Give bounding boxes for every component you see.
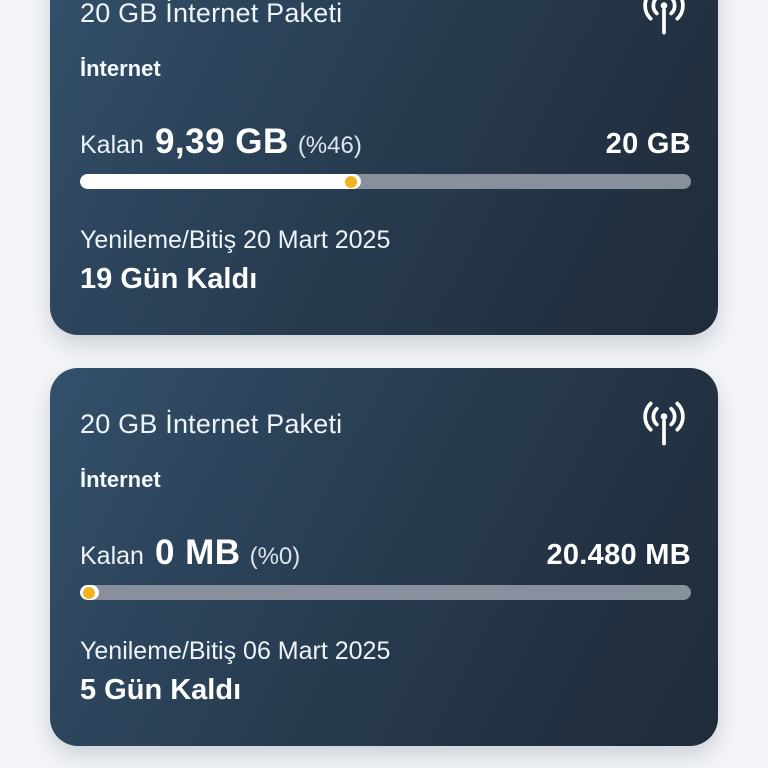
- progress-dot: [345, 175, 358, 188]
- remaining-value: 0 MB: [154, 533, 241, 572]
- card-header: 20 GB İnternet Paketi: [80, 368, 691, 448]
- remaining-percent: (%0): [249, 543, 301, 570]
- package-category: İnternet: [80, 56, 161, 81]
- progress-bar: [80, 174, 691, 189]
- remaining-group: Kalan 9,39 GB (%46): [80, 124, 362, 164]
- package-title: 20 GB İnternet Paketi: [80, 409, 343, 439]
- progress-dot: [83, 586, 95, 599]
- package-total: 20 GB: [605, 128, 691, 160]
- remaining-label: Kalan: [80, 131, 144, 159]
- package-card[interactable]: 20 GB İnternet Paketi İnternet Kalan 0 M…: [50, 368, 718, 746]
- remaining-value: 9,39 GB: [154, 122, 289, 161]
- package-category: İnternet: [80, 467, 161, 492]
- days-left: 19 Gün Kaldı: [80, 263, 258, 295]
- card-header: 20 GB İnternet Paketi: [80, 0, 691, 37]
- usage-row: Kalan 9,39 GB (%46) 20 GB: [80, 124, 691, 161]
- remaining-label: Kalan: [80, 542, 144, 570]
- antenna-icon: [637, 400, 691, 448]
- remaining-group: Kalan 0 MB (%0): [80, 535, 300, 575]
- renewal-date: Yenileme/Bitiş 20 Mart 2025: [80, 226, 391, 254]
- usage-row: Kalan 0 MB (%0) 20.480 MB: [80, 535, 691, 572]
- renewal-date: Yenileme/Bitiş 06 Mart 2025: [80, 637, 391, 665]
- progress-fill: [80, 585, 99, 600]
- progress-bar: [80, 585, 691, 600]
- package-total: 20.480 MB: [546, 539, 691, 571]
- days-left: 5 Gün Kaldı: [80, 674, 242, 706]
- package-title: 20 GB İnternet Paketi: [80, 0, 343, 28]
- package-card[interactable]: 20 GB İnternet Paketi İnternet Kalan 9,3…: [50, 0, 718, 335]
- remaining-percent: (%46): [297, 132, 362, 159]
- progress-fill: [80, 174, 362, 189]
- antenna-icon: [637, 0, 691, 37]
